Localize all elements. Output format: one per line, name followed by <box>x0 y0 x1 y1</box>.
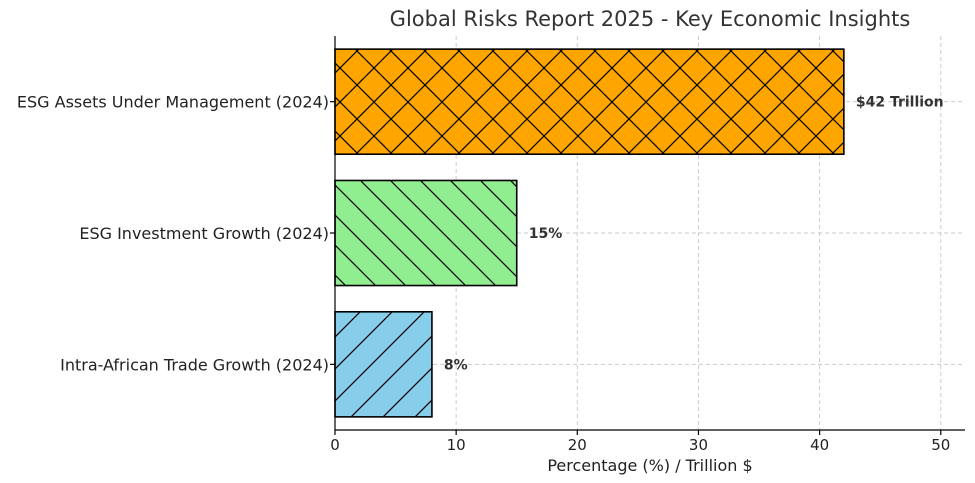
bar-value-label: 15% <box>529 226 563 242</box>
x-tick-label: 10 <box>447 436 466 454</box>
labels: $42 Trillion ESG Assets Under Management … <box>17 93 950 454</box>
bars <box>334 48 845 418</box>
category-label: ESG Assets Under Management (2024) <box>17 93 329 112</box>
bar <box>334 179 518 287</box>
category-label: ESG Investment Growth (2024) <box>79 224 329 243</box>
x-tick-label: 50 <box>931 436 950 454</box>
bar-hatch <box>335 180 517 286</box>
category-label: Intra-African Trade Growth (2024) <box>60 355 329 374</box>
x-axis-title: Percentage (%) / Trillion $ <box>547 456 752 475</box>
bar-value-label: $42 Trillion <box>856 95 944 111</box>
bar-hatch <box>335 49 844 155</box>
bar <box>334 48 845 156</box>
x-tick-label: 0 <box>330 436 340 454</box>
bar-hatch <box>335 311 432 417</box>
bar <box>334 310 433 418</box>
x-tick-label: 20 <box>568 436 587 454</box>
x-tick-label: 40 <box>810 436 829 454</box>
x-tick-label: 30 <box>689 436 708 454</box>
bar-value-label: 8% <box>444 357 468 373</box>
axes <box>330 36 965 435</box>
chart-title: Global Risks Report 2025 - Key Economic … <box>390 7 911 31</box>
